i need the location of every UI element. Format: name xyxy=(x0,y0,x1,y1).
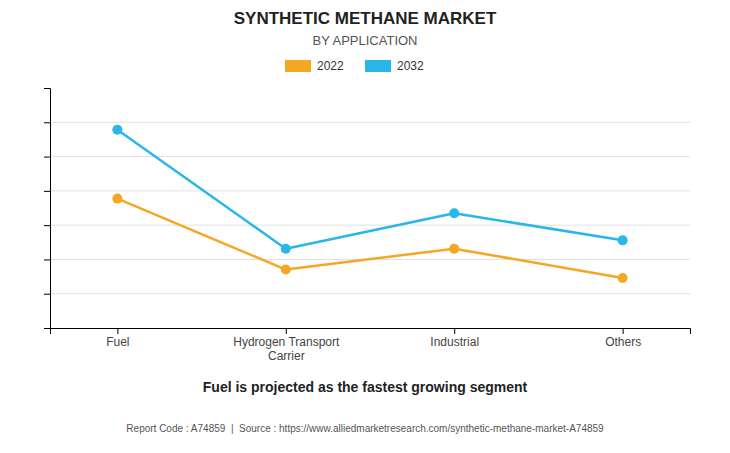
legend-item: 2032 xyxy=(365,59,424,73)
x-tick-label-line: Carrier xyxy=(268,349,305,363)
footer: Report Code : A74859 | Source : https://… xyxy=(126,423,604,434)
x-tick-mark xyxy=(454,328,455,334)
y-tick-mark xyxy=(44,259,50,260)
series-marker xyxy=(449,208,459,218)
grid-line xyxy=(50,122,690,123)
x-axis: Fuel Hydrogen TransportCarrier Industrial O… xyxy=(51,328,691,363)
y-axis-line xyxy=(44,89,51,329)
y-tick xyxy=(44,225,50,226)
chart-svg: SYNTHETIC METHANE MARKET BY APPLICATION 20… xyxy=(0,0,730,453)
marks xyxy=(112,125,627,283)
grid xyxy=(50,122,690,293)
x-tick-label: Hydrogen TransportCarrier xyxy=(233,335,340,363)
series-marker xyxy=(112,194,122,204)
grid-line xyxy=(50,293,690,294)
y-tick-mark xyxy=(44,225,50,226)
y-tick xyxy=(44,259,50,260)
series-marker xyxy=(618,273,628,283)
x-tick-mark xyxy=(117,328,118,334)
series-marker xyxy=(618,235,628,245)
legend-swatch xyxy=(285,60,311,72)
legend-item: 2022 xyxy=(285,59,344,73)
x-tick-mark xyxy=(286,328,287,334)
annotation: Fuel is projected as the fastest growing… xyxy=(203,379,528,395)
y-tick xyxy=(44,122,50,123)
x-tick-mark xyxy=(623,328,624,334)
x-tick: Fuel xyxy=(106,328,129,349)
y-tick-mark xyxy=(44,191,50,192)
series-marker xyxy=(281,265,291,275)
x-tick: Industrial xyxy=(430,328,479,349)
x-tick-label-line: Hydrogen Transport xyxy=(233,335,340,349)
x-tick-label: Fuel xyxy=(106,335,129,349)
x-tick: Others xyxy=(605,328,641,349)
series-marker xyxy=(449,244,459,254)
grid-line xyxy=(50,225,690,226)
y-tick-mark xyxy=(44,157,50,158)
subtitle: BY APPLICATION xyxy=(312,33,417,48)
y-tick xyxy=(44,157,50,158)
series-marker xyxy=(281,244,291,254)
series-line xyxy=(117,199,622,278)
y-tick xyxy=(44,191,50,192)
y-tick-mark xyxy=(44,294,50,295)
legend: 2022 2032 xyxy=(285,59,424,73)
title: SYNTHETIC METHANE MARKET xyxy=(234,9,497,28)
plot: Fuel Hydrogen TransportCarrier Industrial O… xyxy=(44,89,691,363)
y-axis xyxy=(44,89,51,329)
x-tick: Hydrogen TransportCarrier xyxy=(233,328,340,363)
x-axis-line xyxy=(51,329,691,335)
x-tick-label-line: Industrial xyxy=(430,335,479,349)
grid-line xyxy=(50,156,690,157)
legend-swatch xyxy=(365,60,391,72)
legend-label: 2022 xyxy=(317,59,344,73)
series-line xyxy=(117,130,622,249)
x-tick-label: Others xyxy=(605,335,641,349)
legend-label: 2032 xyxy=(397,59,424,73)
y-tick xyxy=(44,294,50,295)
series-marker xyxy=(112,125,122,135)
x-tick-label-line: Others xyxy=(605,335,641,349)
x-tick-label: Industrial xyxy=(430,335,479,349)
x-tick-label-line: Fuel xyxy=(106,335,129,349)
grid-line xyxy=(50,190,690,191)
y-tick-mark xyxy=(44,122,50,123)
